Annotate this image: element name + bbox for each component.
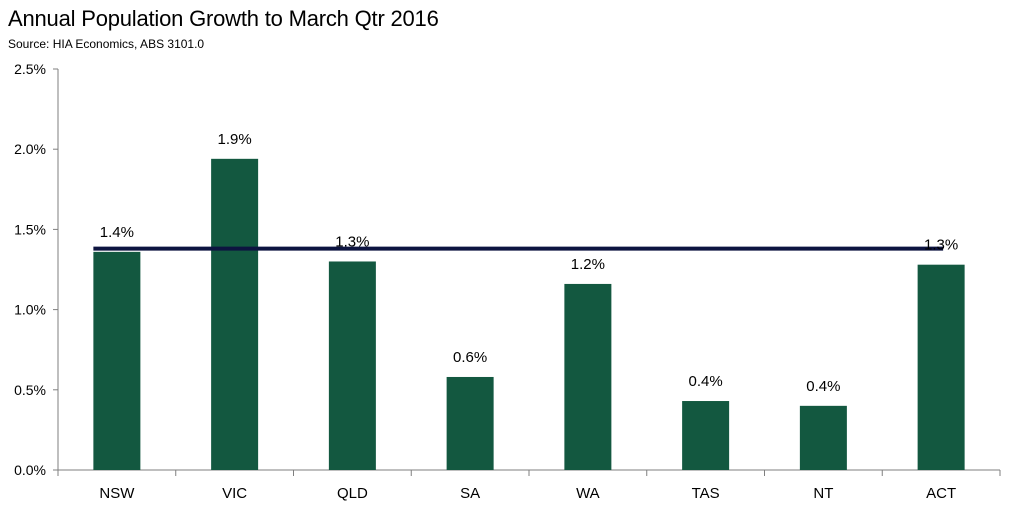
data-label: 1.4% [100, 224, 134, 241]
x-tick-label: NT [813, 485, 833, 502]
data-label: 0.6% [453, 349, 487, 366]
bar-qld [328, 261, 376, 470]
bar-wa [564, 283, 612, 470]
bar-vic [211, 158, 259, 470]
bar-nsw [93, 251, 141, 470]
x-tick-label: TAS [692, 485, 720, 502]
x-tick-label: NSW [99, 485, 135, 502]
data-label: 0.4% [689, 373, 723, 390]
bar-act [917, 264, 965, 470]
bar-nt [799, 405, 847, 470]
chart-bars [93, 158, 965, 470]
x-tick-label: QLD [337, 485, 368, 502]
data-label: 1.9% [218, 131, 252, 148]
chart-title: Annual Population Growth to March Qtr 20… [8, 6, 439, 31]
data-label: 0.4% [806, 378, 840, 395]
data-label: 1.3% [335, 233, 369, 250]
x-tick-label: ACT [926, 485, 956, 502]
chart-axes: 0.0% 0.5% 1.0% 1.5% 2.0% 2.5% [14, 61, 1001, 478]
x-tick-label: VIC [222, 485, 247, 502]
x-tick-label: WA [576, 485, 600, 502]
data-label: 1.2% [571, 256, 605, 273]
bar-sa [446, 376, 494, 470]
chart-labels: NSW 1.4% VIC 1.9% QLD 1.3% SA 0.6% WA 1.2% TAS 0.4%… [99, 131, 958, 502]
y-tick-label: 1.0% [14, 302, 46, 318]
y-tick-label: 0.5% [14, 382, 46, 398]
x-tick-label: SA [460, 485, 480, 502]
y-tick-label: 1.5% [14, 221, 46, 237]
chart-subtitle: Source: HIA Economics, ABS 3101.0 [8, 37, 205, 51]
y-tick-label: 0.0% [14, 462, 46, 478]
data-label: 1.3% [924, 237, 958, 254]
bar-tas [682, 401, 730, 470]
y-tick-label: 2.5% [14, 61, 46, 77]
y-tick-label: 2.0% [14, 141, 46, 157]
